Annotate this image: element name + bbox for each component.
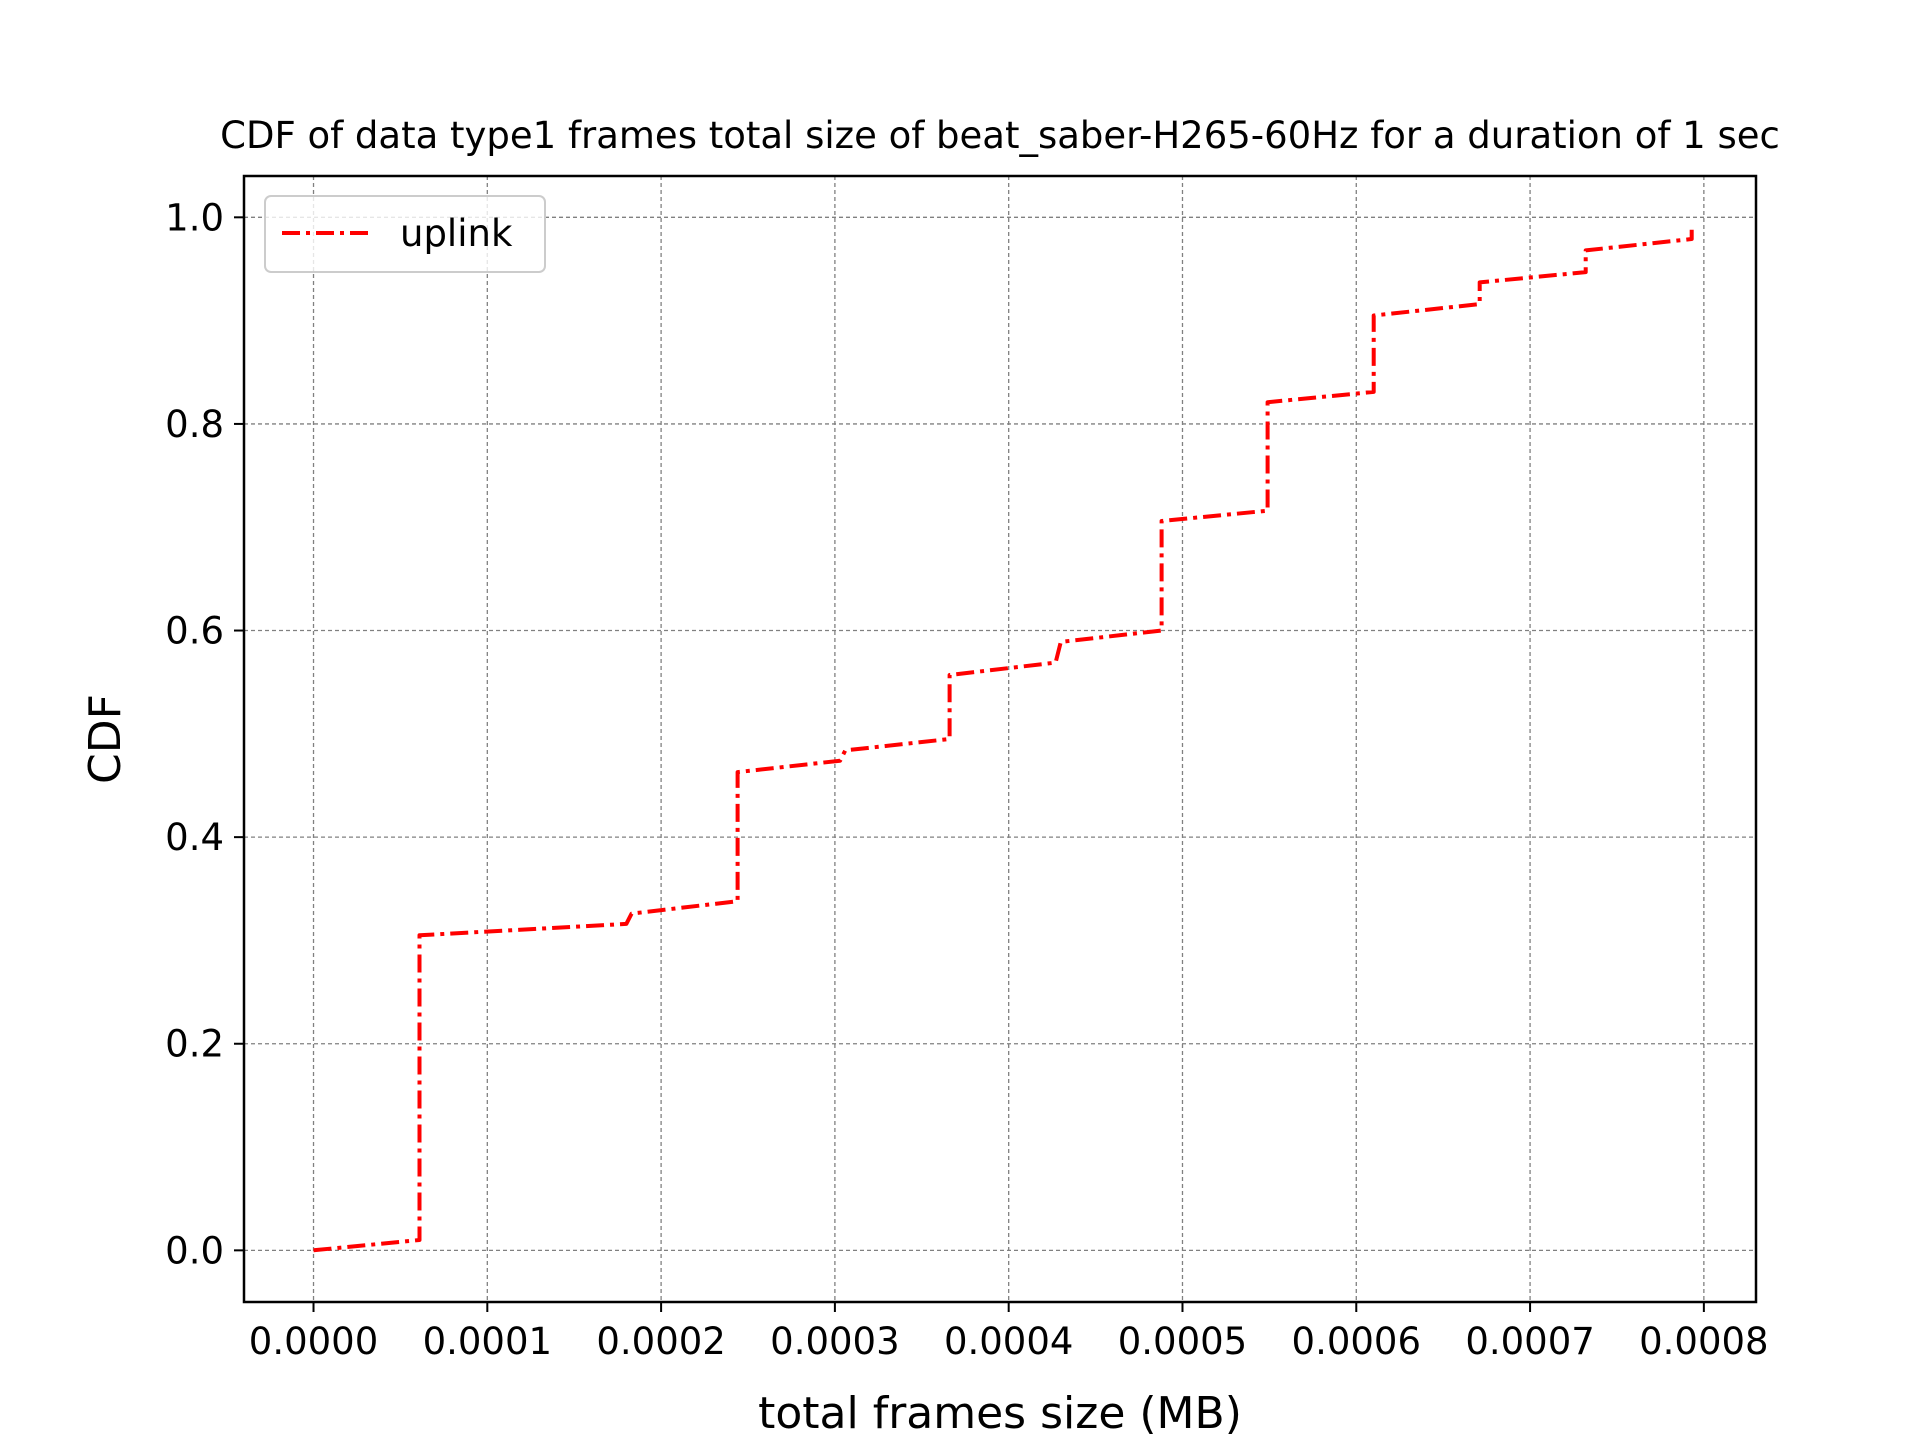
x-tick-label: 0.0000 <box>249 1320 378 1363</box>
y-tick-label: 0.2 <box>165 1023 224 1066</box>
y-tick-label: 0.8 <box>165 403 224 446</box>
x-tick-label: 0.0001 <box>423 1320 552 1363</box>
y-tick-label: 0.6 <box>165 610 224 653</box>
legend: uplink <box>264 195 546 273</box>
x-tick-label: 0.0003 <box>770 1320 899 1363</box>
y-axis-label: CDF <box>80 694 131 784</box>
y-tick-label: 0.4 <box>165 816 224 859</box>
series-line-uplink <box>313 229 1694 1253</box>
x-tick-label: 0.0005 <box>1118 1320 1247 1363</box>
legend-label-uplink: uplink <box>400 212 513 255</box>
axis-ticks: 0.0000 0.0001 0.0002 0.0003 0.0004 0.0005 0.00… <box>165 196 1768 1363</box>
series-lines <box>313 229 1694 1253</box>
plot-frame <box>242 174 1758 1304</box>
x-tick-label: 0.0007 <box>1465 1320 1594 1363</box>
chart-title: CDF of data type1 frames total size of b… <box>220 114 1780 157</box>
x-tick-label: 0.0006 <box>1292 1320 1421 1363</box>
x-axis-label: total frames size (MB) <box>758 1388 1242 1439</box>
legend-box <box>264 195 546 273</box>
x-tick-label: 0.0004 <box>944 1320 1073 1363</box>
grid-lines <box>244 176 1756 1302</box>
x-tick-label: 0.0002 <box>596 1320 725 1363</box>
y-tick-label: 0.0 <box>165 1229 224 1272</box>
y-tick-label: 1.0 <box>165 196 224 239</box>
x-tick-label: 0.0008 <box>1639 1320 1768 1363</box>
